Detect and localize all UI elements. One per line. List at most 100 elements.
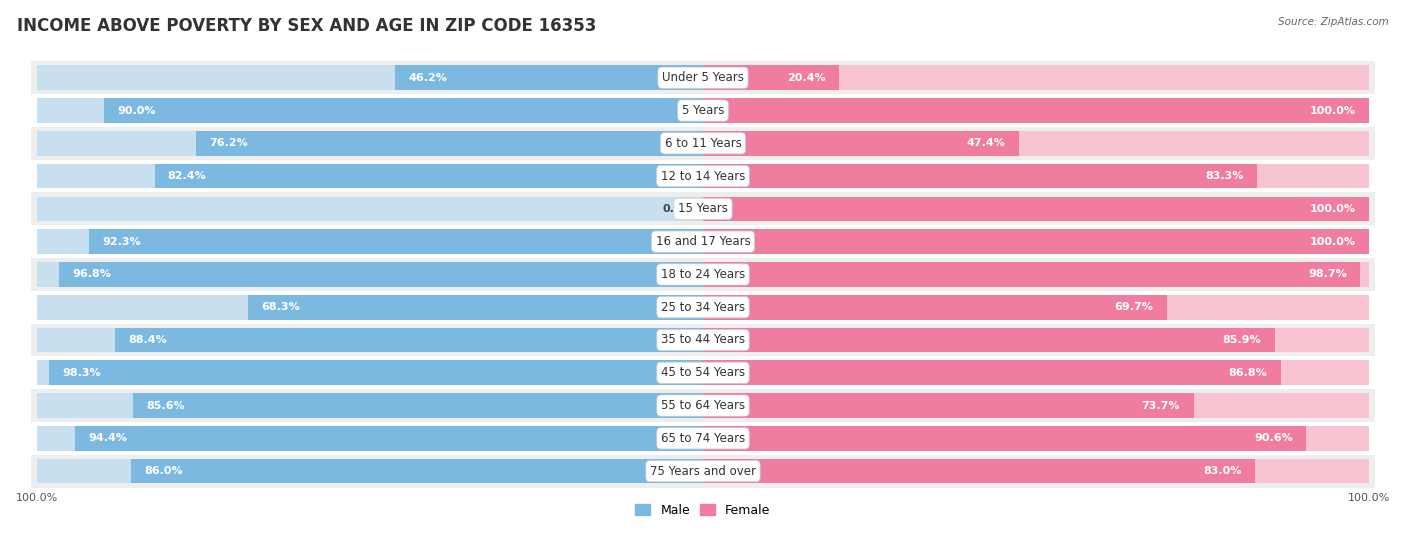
Bar <box>703 65 839 90</box>
Text: Source: ZipAtlas.com: Source: ZipAtlas.com <box>1278 17 1389 27</box>
Bar <box>31 61 1375 94</box>
Text: 15 Years: 15 Years <box>678 202 728 215</box>
Text: 76.2%: 76.2% <box>209 138 247 148</box>
Bar <box>703 131 1368 155</box>
Text: 46.2%: 46.2% <box>409 73 447 83</box>
Bar <box>249 295 703 320</box>
Bar <box>89 229 703 254</box>
Bar <box>703 459 1368 484</box>
Text: 68.3%: 68.3% <box>262 302 301 312</box>
Bar <box>38 262 703 287</box>
Text: 18 to 24 Years: 18 to 24 Years <box>661 268 745 281</box>
Bar <box>38 197 703 221</box>
Bar <box>703 295 1368 320</box>
Bar <box>703 164 1368 188</box>
Text: 25 to 34 Years: 25 to 34 Years <box>661 301 745 314</box>
Bar <box>703 361 1281 385</box>
Text: 65 to 74 Years: 65 to 74 Years <box>661 432 745 445</box>
Bar <box>38 459 703 484</box>
Text: 85.6%: 85.6% <box>146 401 186 410</box>
Text: 73.7%: 73.7% <box>1142 401 1180 410</box>
Text: 100.0%: 100.0% <box>1309 204 1355 214</box>
Text: 82.4%: 82.4% <box>167 171 207 181</box>
Bar <box>38 164 703 188</box>
Bar <box>703 65 1368 90</box>
Text: 16 and 17 Years: 16 and 17 Years <box>655 235 751 248</box>
Bar <box>38 394 703 418</box>
Bar <box>31 454 1375 487</box>
Bar <box>31 127 1375 160</box>
Bar <box>38 98 703 123</box>
Bar <box>104 98 703 123</box>
Text: 69.7%: 69.7% <box>1115 302 1153 312</box>
Bar <box>155 164 703 188</box>
Text: 96.8%: 96.8% <box>72 269 111 280</box>
Bar <box>38 361 703 385</box>
Bar <box>703 197 1368 221</box>
Bar <box>131 459 703 484</box>
Bar <box>31 94 1375 127</box>
Bar <box>703 229 1368 254</box>
Text: Under 5 Years: Under 5 Years <box>662 71 744 84</box>
Bar <box>395 65 703 90</box>
Text: 45 to 54 Years: 45 to 54 Years <box>661 366 745 379</box>
Text: 0.0%: 0.0% <box>662 204 693 214</box>
Text: 85.9%: 85.9% <box>1223 335 1261 345</box>
Text: 86.0%: 86.0% <box>143 466 183 476</box>
Bar <box>59 262 703 287</box>
Bar <box>31 160 1375 192</box>
Bar <box>703 328 1368 352</box>
Bar <box>31 422 1375 454</box>
Bar <box>703 131 1018 155</box>
Bar <box>703 229 1368 254</box>
Bar <box>38 328 703 352</box>
Bar <box>38 295 703 320</box>
Bar <box>703 426 1306 451</box>
Text: 83.3%: 83.3% <box>1206 171 1244 181</box>
Bar <box>31 192 1375 225</box>
Bar <box>31 225 1375 258</box>
Text: 12 to 14 Years: 12 to 14 Years <box>661 169 745 183</box>
Text: 90.6%: 90.6% <box>1254 433 1292 443</box>
Bar <box>134 394 703 418</box>
Bar <box>703 328 1275 352</box>
Text: 98.3%: 98.3% <box>62 368 101 378</box>
Bar <box>31 389 1375 422</box>
Bar <box>703 394 1194 418</box>
Bar <box>703 197 1368 221</box>
Bar <box>703 262 1368 287</box>
Bar <box>703 262 1360 287</box>
Bar <box>38 65 703 90</box>
Text: 35 to 44 Years: 35 to 44 Years <box>661 334 745 347</box>
Bar <box>703 98 1368 123</box>
Bar <box>195 131 703 155</box>
Text: 100.0%: 100.0% <box>1309 106 1355 116</box>
Bar <box>703 361 1368 385</box>
Text: 90.0%: 90.0% <box>117 106 156 116</box>
Text: 100.0%: 100.0% <box>1309 236 1355 247</box>
Legend: Male, Female: Male, Female <box>630 499 776 522</box>
Bar <box>703 426 1368 451</box>
Text: 55 to 64 Years: 55 to 64 Years <box>661 399 745 412</box>
Text: 20.4%: 20.4% <box>787 73 825 83</box>
Bar <box>703 164 1257 188</box>
Text: 94.4%: 94.4% <box>89 433 127 443</box>
Text: 92.3%: 92.3% <box>103 236 141 247</box>
Text: 47.4%: 47.4% <box>966 138 1005 148</box>
Bar <box>75 426 703 451</box>
Text: 75 Years and over: 75 Years and over <box>650 465 756 477</box>
Bar <box>31 258 1375 291</box>
Text: 83.0%: 83.0% <box>1204 466 1241 476</box>
Text: 98.7%: 98.7% <box>1308 269 1347 280</box>
Bar <box>38 131 703 155</box>
Text: INCOME ABOVE POVERTY BY SEX AND AGE IN ZIP CODE 16353: INCOME ABOVE POVERTY BY SEX AND AGE IN Z… <box>17 17 596 35</box>
Bar <box>115 328 703 352</box>
Bar <box>31 357 1375 389</box>
Bar <box>703 98 1368 123</box>
Text: 86.8%: 86.8% <box>1229 368 1267 378</box>
Text: 6 to 11 Years: 6 to 11 Years <box>665 137 741 150</box>
Text: 88.4%: 88.4% <box>128 335 167 345</box>
Bar <box>703 459 1256 484</box>
Bar <box>38 426 703 451</box>
Bar <box>703 295 1167 320</box>
